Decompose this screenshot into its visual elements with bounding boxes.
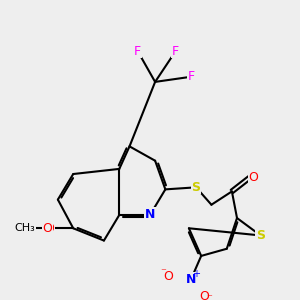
Text: O: O xyxy=(164,270,173,283)
Text: N: N xyxy=(145,208,155,221)
Text: CH₃: CH₃ xyxy=(14,223,34,233)
Text: F: F xyxy=(188,70,194,83)
Text: O: O xyxy=(199,290,209,300)
Text: S: S xyxy=(192,181,201,194)
Text: F: F xyxy=(172,45,179,58)
Text: O: O xyxy=(44,222,54,235)
Text: F: F xyxy=(134,45,141,58)
Text: S: S xyxy=(256,229,265,242)
Text: ⁻: ⁻ xyxy=(206,293,212,300)
Text: +: + xyxy=(192,269,200,280)
Text: CH₃: CH₃ xyxy=(15,223,35,233)
Text: O: O xyxy=(43,222,52,235)
Text: N: N xyxy=(145,208,155,221)
Text: ⁻: ⁻ xyxy=(160,267,166,277)
Text: N: N xyxy=(186,273,196,286)
Text: O: O xyxy=(248,171,258,184)
